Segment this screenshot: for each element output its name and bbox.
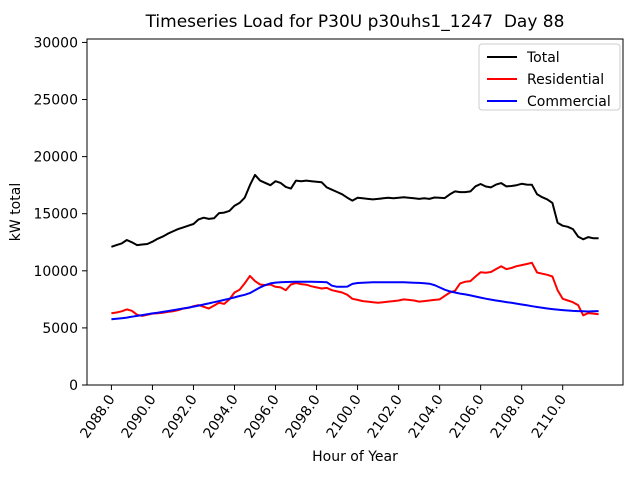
legend-label-residential: Residential xyxy=(527,72,604,88)
x-tick-label: 2106.0 xyxy=(447,392,488,441)
x-tick-label: 2090.0 xyxy=(119,392,160,441)
x-tick-label: 2092.0 xyxy=(160,392,201,441)
y-tick-label: 0 xyxy=(69,378,78,394)
legend-box xyxy=(478,43,621,111)
axes-spines xyxy=(86,38,624,386)
y-axis-label: kW total xyxy=(8,183,24,241)
legend-label-commercial: Commercial xyxy=(527,94,611,110)
x-axis-label: Hour of Year xyxy=(312,449,398,465)
y-tick-label: 25000 xyxy=(33,93,78,109)
x-tick-label: 2098.0 xyxy=(283,392,324,441)
x-tick-label: 2094.0 xyxy=(201,392,242,441)
chart-title: Timeseries Load for P30U p30uhs1_1247 Da… xyxy=(145,12,565,32)
chart-plot-area: 2088.0 2090.0 2092.0 2094.0 2096.0 2098.0 2100… xyxy=(33,35,624,441)
y-tick-label: 15000 xyxy=(33,207,78,223)
x-tick-label: 2096.0 xyxy=(242,392,283,441)
y-tick-label: 5000 xyxy=(42,321,78,337)
x-tick-label: 2088.0 xyxy=(77,392,118,441)
x-tick-label: 2102.0 xyxy=(365,392,406,441)
y-tick-label: 30000 xyxy=(33,35,78,51)
legend-label-total: Total xyxy=(526,50,560,66)
series-line-total xyxy=(111,173,599,248)
y-tick-label: 10000 xyxy=(33,264,78,280)
x-tick-label: 2108.0 xyxy=(488,392,529,441)
x-tick-label: 2110.0 xyxy=(529,392,570,441)
series-line-commercial xyxy=(111,280,599,321)
x-tick-label: 2104.0 xyxy=(406,392,447,441)
y-tick-label: 20000 xyxy=(33,150,78,166)
x-tick-label: 2100.0 xyxy=(324,392,365,441)
